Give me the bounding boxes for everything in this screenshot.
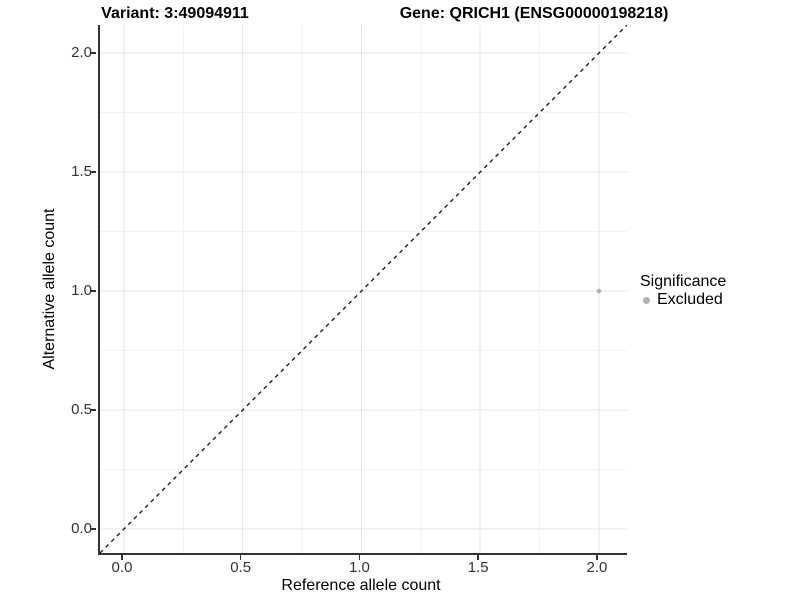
y-tick-label: 0.5 <box>71 400 92 418</box>
y-axis-tick <box>91 171 96 173</box>
y-axis-tick <box>91 290 96 292</box>
x-tick-label: 1.5 <box>467 559 489 576</box>
legend-key-dot-icon <box>643 297 650 304</box>
legend-title: Significance <box>640 273 727 290</box>
legend-label-excluded: Excluded <box>657 291 723 308</box>
x-axis-tick <box>121 555 123 560</box>
x-axis-title: Reference allele count <box>281 577 441 594</box>
x-axis-tick <box>596 555 598 560</box>
y-tick-label: 0.0 <box>71 519 92 537</box>
plot-canvas <box>100 25 627 553</box>
y-tick-label: 1.5 <box>71 163 92 181</box>
y-tick-label: 1.0 <box>71 282 92 300</box>
plot-title-gene: Gene: QRICH1 (ENSG00000198218) <box>399 5 669 22</box>
data-point <box>596 288 602 294</box>
y-axis-tick <box>91 409 96 411</box>
x-axis-tick <box>358 555 361 560</box>
x-tick-label: 0.5 <box>230 559 252 576</box>
plot-title-variant: Variant: 3:49094911 <box>101 5 249 22</box>
x-tick-label: 2.0 <box>586 559 608 576</box>
plot-panel <box>98 25 627 555</box>
y-axis-tick <box>91 528 96 530</box>
x-tick-label: 0.0 <box>111 559 133 576</box>
x-tick-label: 1.0 <box>349 559 370 576</box>
y-axis-tick <box>91 52 96 54</box>
x-axis-tick <box>239 555 242 560</box>
y-tick-label: 2.0 <box>71 44 92 62</box>
x-axis-tick <box>477 555 479 560</box>
identity-line <box>100 25 627 553</box>
